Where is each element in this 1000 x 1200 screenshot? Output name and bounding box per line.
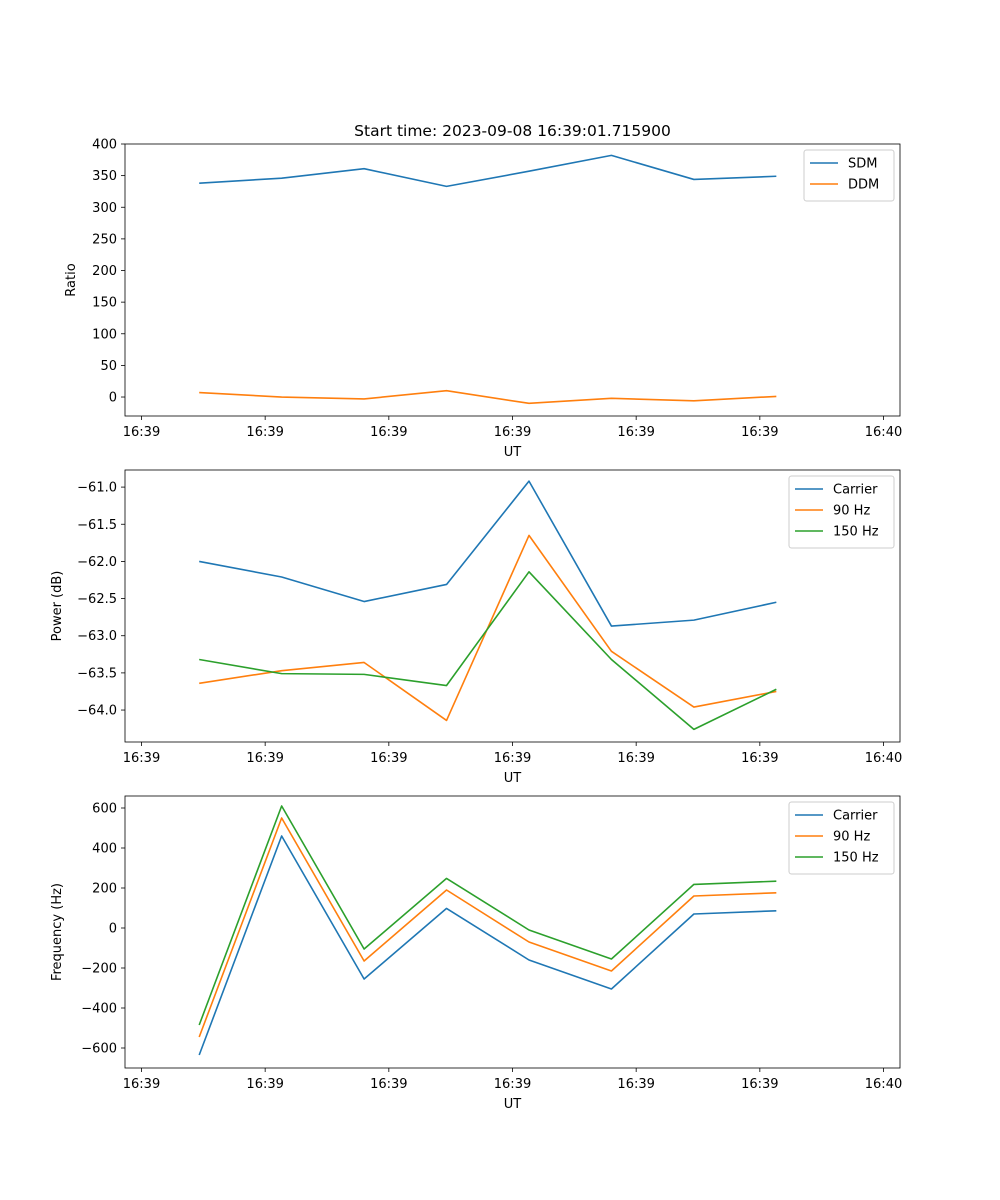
y-tick-label: −61.0 [77,481,117,496]
axes-frame [124,469,901,743]
x-tick-label: 16:39 [617,425,654,440]
y-tick-label: −200 [81,962,117,977]
x-tick-label: 16:39 [741,751,778,766]
y-tick-label: 100 [92,327,117,342]
y-tick-label: 0 [109,391,117,406]
legend-label: 90 Hz [833,830,870,845]
chart-panel-3: −600 −400 −200 0 200 400 600 16:39 16:39 16:39 16:… [50,795,902,1112]
x-tick-label: 16:39 [370,751,407,766]
y-axis-label: Power (dB) [50,571,65,642]
y-tick-label: 350 [92,169,117,184]
y-tick-label: 600 [92,802,117,817]
x-tick-label: 16:39 [494,751,531,766]
x-tick-label: 16:40 [865,1077,902,1092]
x-tick-label: 16:39 [741,425,778,440]
y-tick-label: 200 [92,264,117,279]
y-tick-label: 0 [109,922,117,937]
y-tick-label: 50 [100,359,117,374]
series-line-90-hz [198,817,777,1038]
legend-label: SDM [848,157,877,172]
y-tick-label: −63.0 [77,629,117,644]
axes-frame [124,143,901,417]
series-line-150-hz [198,805,777,1026]
x-tick-label: 16:39 [370,425,407,440]
x-axis-label: UT [504,771,522,786]
legend-label: 150 Hz [833,525,879,540]
legend-box [788,475,895,549]
y-tick-label: −400 [81,1002,117,1017]
x-tick-label: 16:39 [246,751,283,766]
chart-panel-2: −64.0 −63.5 −63.0 −62.5 −62.0 −61.5 −61.0 16:39… [50,469,902,786]
y-tick-label: 250 [92,232,117,247]
legend: Carrier 90 Hz 150 Hz [788,475,895,549]
x-tick-label: 16:39 [123,1077,160,1092]
chart-panel-1: Start time: 2023-09-08 16:39:01.715900 0 5… [64,122,902,460]
y-axis-label: Ratio [64,263,79,296]
y-tick-label: 300 [92,201,117,216]
x-tick-label: 16:39 [123,751,160,766]
x-tick-label: 16:39 [494,425,531,440]
y-tick-label: −61.5 [77,518,117,533]
legend-label: 90 Hz [833,504,870,519]
x-tick-label: 16:39 [741,1077,778,1092]
x-tick-label: 16:39 [246,425,283,440]
x-tick-label: 16:39 [617,751,654,766]
series-line-carrier [198,835,777,1056]
y-tick-label: −62.5 [77,592,117,607]
y-tick-label: 150 [92,296,117,311]
legend-box [788,801,895,875]
legend-label: Carrier [833,809,878,824]
legend-label: DDM [848,178,879,193]
legend: SDM DDM [803,149,895,202]
x-axis-label: UT [504,445,522,460]
series-line-ddm [199,389,777,405]
x-axis-label: UT [504,1097,522,1112]
x-tick-label: 16:39 [246,1077,283,1092]
x-tick-label: 16:39 [123,425,160,440]
y-tick-label: −64.0 [77,704,117,719]
x-tick-label: 16:39 [494,1077,531,1092]
y-tick-label: −62.0 [77,555,117,570]
x-tick-label: 16:39 [370,1077,407,1092]
legend-label: 150 Hz [833,851,879,866]
series-line-150-hz [199,571,777,731]
y-axis-label: Frequency (Hz) [50,883,65,981]
y-tick-label: −63.5 [77,666,117,681]
axes-frame [124,795,901,1069]
x-tick-label: 16:40 [865,751,902,766]
x-tick-label: 16:40 [865,425,902,440]
y-tick-label: 200 [92,882,117,897]
y-tick-label: −600 [81,1042,117,1057]
y-tick-label: 400 [92,842,117,857]
x-tick-label: 16:39 [617,1077,654,1092]
series-line-sdm [199,154,777,188]
y-tick-label: 400 [92,138,117,153]
legend: Carrier 90 Hz 150 Hz [788,801,895,875]
chart-title: Start time: 2023-09-08 16:39:01.715900 [354,122,671,140]
series-line-carrier [199,480,777,627]
legend-label: Carrier [833,483,878,498]
